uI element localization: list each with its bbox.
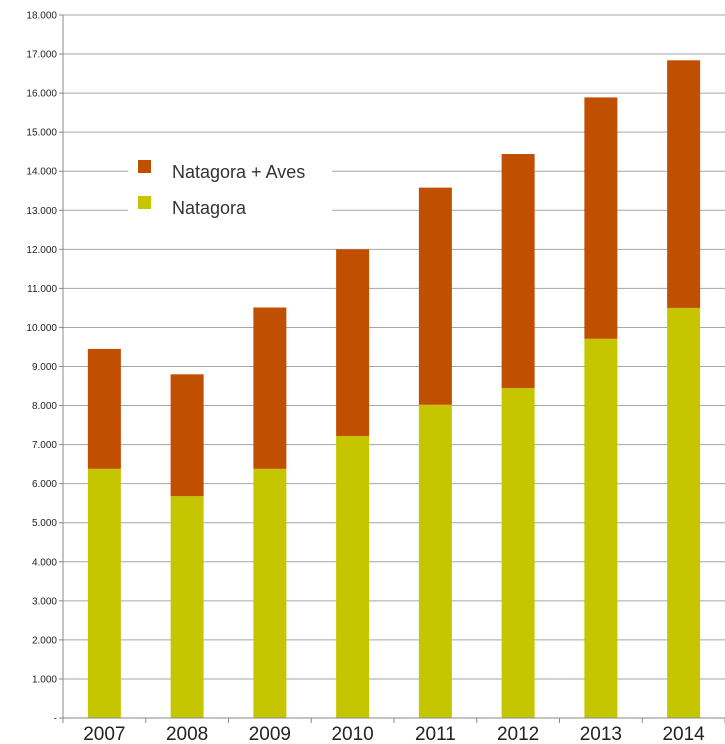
x-tick-labels: 2007 2008 2009 2010 2011 2012 2013 2014 [83,724,705,744]
bar-natagora-2011 [418,404,452,718]
legend-label-natagora-aves: Natagora + Aves [172,162,305,182]
bar-natagora-aves-2013 [584,97,618,339]
bars [87,60,701,718]
bar-natagora-aves-2008 [170,374,204,497]
y-tick-label: 11.000 [27,284,57,295]
y-tick-label: 3.000 [32,596,57,607]
legend-swatch-natagora-aves [138,160,151,173]
x-tick-label: 2009 [249,724,291,744]
axes [62,15,725,723]
bar-natagora-aves-2009 [253,307,287,469]
y-tick-label: - [54,714,57,725]
y-tick-label: 16.000 [26,89,57,100]
bar-natagora-aves-2011 [418,187,452,405]
y-tick-label: 10.000 [26,323,57,334]
y-tick-labels: - 1.000 2.000 3.000 4.000 5.000 6.000 7.000 8.00… [26,11,57,725]
legend-background [128,148,332,218]
bar-natagora-2013 [584,338,618,718]
bar-natagora-aves-2010 [336,249,370,437]
y-tick-label: 13.000 [26,206,57,217]
bar-natagora-aves-2007 [87,348,121,469]
legend-swatch-natagora [138,196,151,209]
y-tick-label: 9.000 [32,362,57,373]
bar-natagora-2007 [87,468,121,718]
bar-natagora-2012 [501,387,535,718]
y-tick-label: 7.000 [32,440,57,451]
legend: Natagora + Aves Natagora [128,148,332,218]
y-tick-label: 6.000 [32,479,57,490]
x-tick-label: 2014 [662,724,705,744]
x-tick-label: 2010 [331,724,373,744]
bar-natagora-2014 [667,307,701,718]
bar-natagora-aves-2012 [501,154,535,388]
x-tick-label: 2011 [415,724,456,744]
legend-label-natagora: Natagora [172,198,247,218]
y-tick-label: 14.000 [26,167,57,178]
x-tick-label: 2007 [83,724,125,744]
y-tick-label: 2.000 [32,635,57,646]
bar-natagora-2009 [253,468,287,718]
bar-natagora-aves-2014 [667,60,701,308]
bar-natagora-2008 [170,496,204,718]
x-tick-label: 2012 [497,724,539,744]
y-tick-label: 1.000 [32,674,57,685]
y-tick-label: 15.000 [26,128,57,139]
y-tick-label: 17.000 [26,50,57,61]
x-tick-label: 2008 [166,724,208,744]
x-tick-label: 2013 [580,724,622,744]
y-tick-label: 12.000 [26,245,57,256]
grid-lines [59,14,725,719]
y-tick-label: 5.000 [32,518,57,529]
y-tick-label: 4.000 [32,557,57,568]
bar-natagora-2010 [336,436,370,718]
y-tick-label: 8.000 [32,401,57,412]
y-tick-label: 18.000 [26,11,57,22]
